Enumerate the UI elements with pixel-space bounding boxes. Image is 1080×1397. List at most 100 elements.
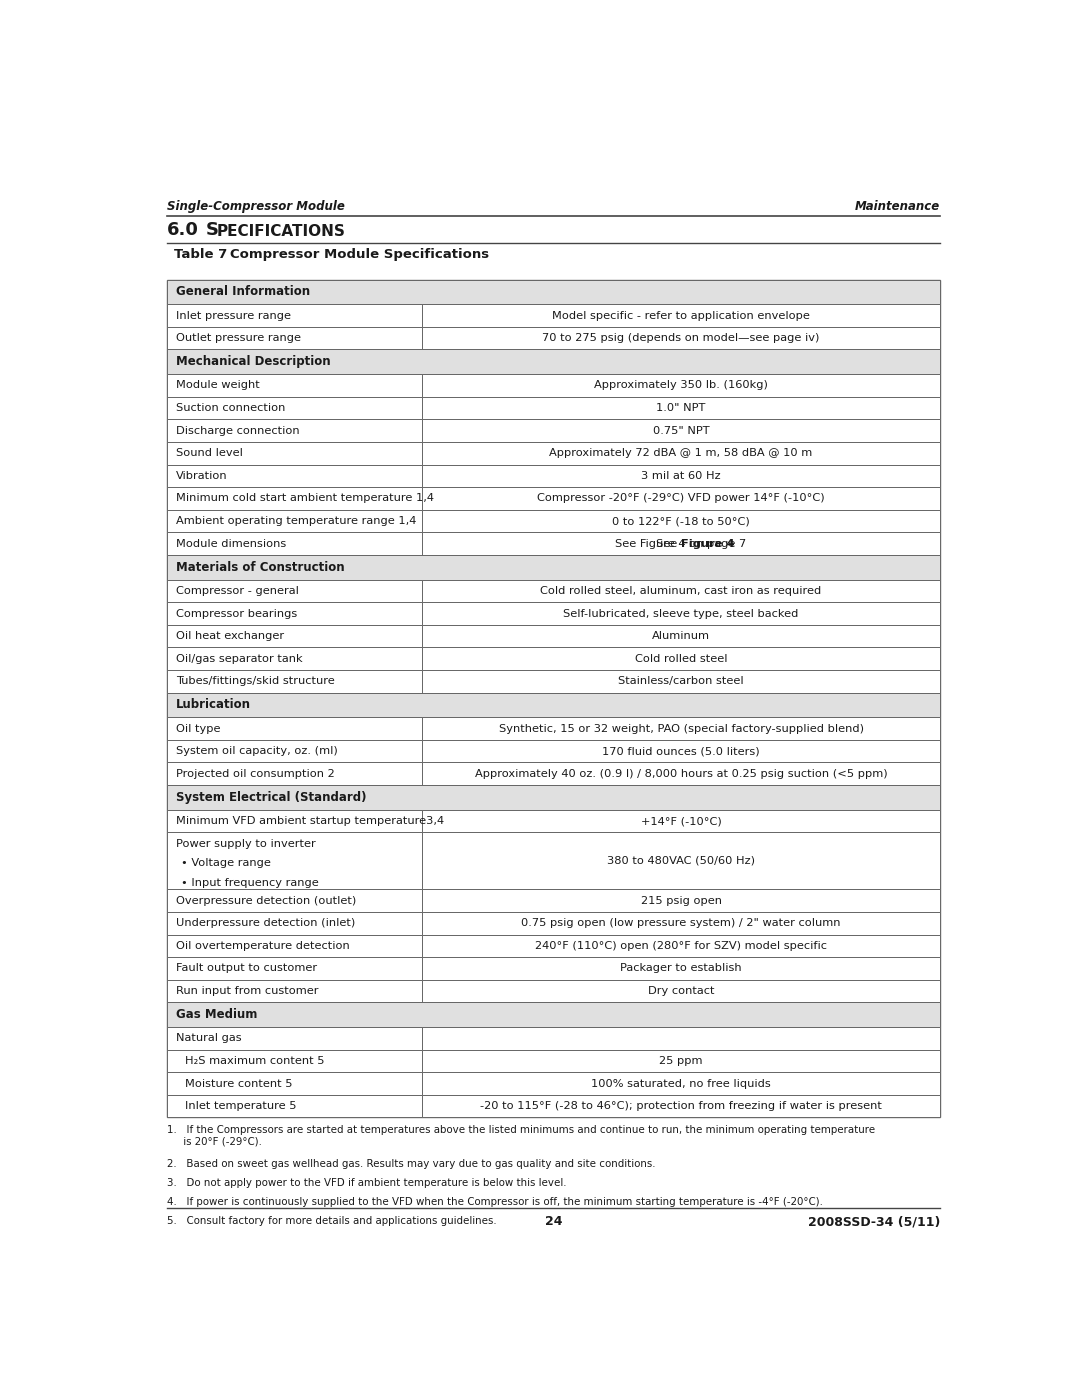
Bar — [422, 419, 941, 441]
Text: Outlet pressure range: Outlet pressure range — [176, 332, 301, 344]
Bar — [422, 510, 941, 532]
Bar — [166, 810, 422, 833]
Text: Vibration: Vibration — [176, 471, 228, 481]
Bar — [166, 624, 422, 647]
Bar — [422, 624, 941, 647]
Text: 215 psig open: 215 psig open — [640, 895, 721, 905]
Bar — [166, 349, 941, 374]
Bar — [166, 1073, 422, 1095]
Text: Moisture content 5: Moisture content 5 — [186, 1078, 293, 1088]
Text: Discharge connection: Discharge connection — [176, 426, 299, 436]
Text: Inlet pressure range: Inlet pressure range — [176, 310, 291, 320]
Bar — [422, 890, 941, 912]
Text: 170 fluid ounces (5.0 liters): 170 fluid ounces (5.0 liters) — [603, 746, 760, 756]
Text: Materials of Construction: Materials of Construction — [176, 560, 345, 574]
Bar — [422, 1049, 941, 1073]
Bar — [422, 397, 941, 419]
Text: 0 to 122°F (-18 to 50°C): 0 to 122°F (-18 to 50°C) — [612, 515, 750, 527]
Text: Oil overtemperature detection: Oil overtemperature detection — [176, 942, 350, 951]
Text: 70 to 275 psig (depends on model—see page iv): 70 to 275 psig (depends on model—see pag… — [542, 332, 820, 344]
Text: 240°F (110°C) open (280°F for SZV) model specific: 240°F (110°C) open (280°F for SZV) model… — [535, 942, 827, 951]
Text: Table 7: Table 7 — [174, 249, 227, 261]
Bar — [422, 717, 941, 740]
Text: 4.   If power is continuously supplied to the VFD when the Compressor is off, th: 4. If power is continuously supplied to … — [166, 1197, 823, 1207]
Bar — [166, 510, 422, 532]
Text: Suction connection: Suction connection — [176, 404, 285, 414]
Text: Figure 4: Figure 4 — [681, 539, 734, 549]
Text: Synthetic, 15 or 32 weight, PAO (special factory-supplied blend): Synthetic, 15 or 32 weight, PAO (special… — [499, 724, 864, 733]
Bar — [422, 740, 941, 763]
Text: Module weight: Module weight — [176, 380, 260, 391]
Bar — [422, 935, 941, 957]
Text: 6.0: 6.0 — [166, 221, 199, 239]
Bar — [422, 602, 941, 624]
Bar — [166, 441, 422, 465]
Bar — [422, 327, 941, 349]
Text: • Voltage range: • Voltage range — [181, 858, 271, 868]
Text: 100% saturated, no free liquids: 100% saturated, no free liquids — [591, 1078, 771, 1088]
Bar — [422, 1073, 941, 1095]
Text: Minimum cold start ambient temperature 1,4: Minimum cold start ambient temperature 1… — [176, 493, 434, 503]
Bar — [422, 305, 941, 327]
Text: PECIFICATIONS: PECIFICATIONS — [217, 224, 346, 239]
Text: Maintenance: Maintenance — [855, 200, 941, 212]
Text: Approximately 72 dBA @ 1 m, 58 dBA @ 10 m: Approximately 72 dBA @ 1 m, 58 dBA @ 10 … — [550, 448, 813, 458]
Text: 2.   Based on sweet gas wellhead gas. Results may vary due to gas quality and si: 2. Based on sweet gas wellhead gas. Resu… — [166, 1160, 656, 1169]
Text: Fault output to customer: Fault output to customer — [176, 964, 318, 974]
Bar — [166, 488, 422, 510]
Text: Oil type: Oil type — [176, 724, 220, 733]
Text: +14°F (-10°C): +14°F (-10°C) — [640, 816, 721, 826]
Bar — [422, 374, 941, 397]
Text: Compressor - general: Compressor - general — [176, 585, 299, 597]
Text: Cold rolled steel, aluminum, cast iron as required: Cold rolled steel, aluminum, cast iron a… — [540, 585, 822, 597]
Bar — [166, 374, 422, 397]
Bar — [166, 305, 422, 327]
Text: 25 ppm: 25 ppm — [660, 1056, 703, 1066]
Text: 1.0" NPT: 1.0" NPT — [657, 404, 706, 414]
Text: Run input from customer: Run input from customer — [176, 986, 319, 996]
Text: Compressor -20°F (-29°C) VFD power 14°F (-10°C): Compressor -20°F (-29°C) VFD power 14°F … — [537, 493, 825, 503]
Text: Self-lubricated, sleeve type, steel backed: Self-lubricated, sleeve type, steel back… — [564, 609, 799, 619]
Text: Underpressure detection (inlet): Underpressure detection (inlet) — [176, 918, 355, 929]
Bar — [422, 465, 941, 488]
Bar — [166, 397, 422, 419]
Bar — [166, 419, 422, 441]
Text: General Information: General Information — [176, 285, 310, 299]
Bar — [166, 833, 422, 890]
Text: Mechanical Description: Mechanical Description — [176, 355, 330, 369]
Text: 5.   Consult factory for more details and applications guidelines.: 5. Consult factory for more details and … — [166, 1215, 497, 1227]
Text: S: S — [206, 221, 219, 239]
Bar — [422, 763, 941, 785]
Bar — [166, 912, 422, 935]
Text: Natural gas: Natural gas — [176, 1034, 242, 1044]
Bar — [166, 693, 941, 717]
Text: Lubrication: Lubrication — [176, 698, 251, 711]
Text: 380 to 480VAC (50/60 Hz): 380 to 480VAC (50/60 Hz) — [607, 856, 755, 866]
Bar — [166, 279, 941, 1118]
Text: Oil/gas separator tank: Oil/gas separator tank — [176, 654, 302, 664]
Text: Projected oil consumption 2: Projected oil consumption 2 — [176, 768, 335, 778]
Text: Cold rolled steel: Cold rolled steel — [635, 654, 727, 664]
Bar — [166, 935, 422, 957]
Bar — [422, 1027, 941, 1049]
Bar — [166, 1027, 422, 1049]
Bar — [422, 488, 941, 510]
Bar — [166, 532, 422, 555]
Text: Tubes/fittings/skid structure: Tubes/fittings/skid structure — [176, 676, 335, 686]
Bar — [422, 912, 941, 935]
Bar — [166, 763, 422, 785]
Bar — [166, 647, 422, 671]
Bar — [422, 810, 941, 833]
Text: System Electrical (Standard): System Electrical (Standard) — [176, 791, 366, 803]
Text: Stainless/carbon steel: Stainless/carbon steel — [618, 676, 744, 686]
Bar — [166, 555, 941, 580]
Text: H₂S maximum content 5: H₂S maximum content 5 — [186, 1056, 325, 1066]
Bar — [422, 532, 941, 555]
Bar — [166, 1003, 941, 1027]
Bar — [166, 465, 422, 488]
Bar — [422, 957, 941, 979]
Text: 0.75" NPT: 0.75" NPT — [652, 426, 710, 436]
Text: Compressor Module Specifications: Compressor Module Specifications — [230, 249, 489, 261]
Bar — [166, 1049, 422, 1073]
Text: • Input frequency range: • Input frequency range — [181, 877, 319, 887]
